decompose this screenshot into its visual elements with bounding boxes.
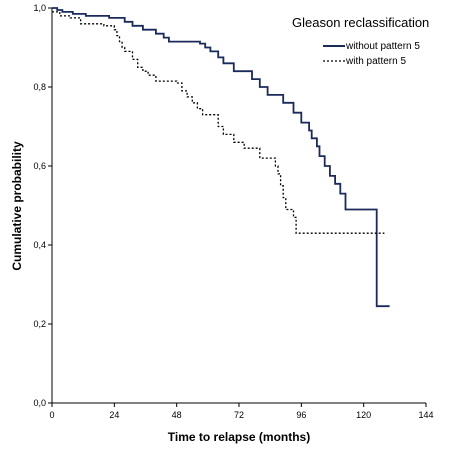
y-tick-label: 0,8 bbox=[33, 82, 46, 92]
y-tick-label: 1,0 bbox=[33, 3, 46, 13]
legend-title: Gleason reclassification bbox=[292, 15, 429, 30]
series-layer bbox=[52, 7, 390, 308]
x-tick-label: 96 bbox=[296, 410, 306, 420]
y-axis-title: Cumulative probability bbox=[10, 141, 24, 271]
x-tick-label: 48 bbox=[172, 410, 182, 420]
legend-label-with-pattern-5: with pattern 5 bbox=[345, 56, 406, 67]
axes: 0 24 48 72 96 120 144 0,0 0,2 0,4 0,6 0,8 1,0 bbox=[33, 3, 433, 420]
series-line-without-pattern-5 bbox=[52, 7, 390, 308]
series-line-with-pattern-5 bbox=[52, 11, 385, 234]
legend-label-without-pattern-5: without pattern 5 bbox=[345, 41, 420, 52]
y-tick-label: 0,2 bbox=[33, 319, 46, 329]
y-tick-label: 0,0 bbox=[33, 398, 46, 408]
y-ticks: 0,0 0,2 0,4 0,6 0,8 1,0 bbox=[33, 3, 52, 408]
x-tick-label: 24 bbox=[109, 410, 119, 420]
x-tick-label: 144 bbox=[418, 410, 433, 420]
x-tick-label: 0 bbox=[49, 410, 54, 420]
x-axis-title: Time to relapse (months) bbox=[168, 430, 310, 444]
y-tick-label: 0,4 bbox=[33, 240, 46, 250]
x-tick-label: 72 bbox=[234, 410, 244, 420]
y-tick-label: 0,6 bbox=[33, 161, 46, 171]
legend: Gleason reclassification without pattern… bbox=[292, 15, 429, 67]
x-ticks: 0 24 48 72 96 120 144 bbox=[49, 403, 434, 420]
x-tick-label: 120 bbox=[356, 410, 371, 420]
